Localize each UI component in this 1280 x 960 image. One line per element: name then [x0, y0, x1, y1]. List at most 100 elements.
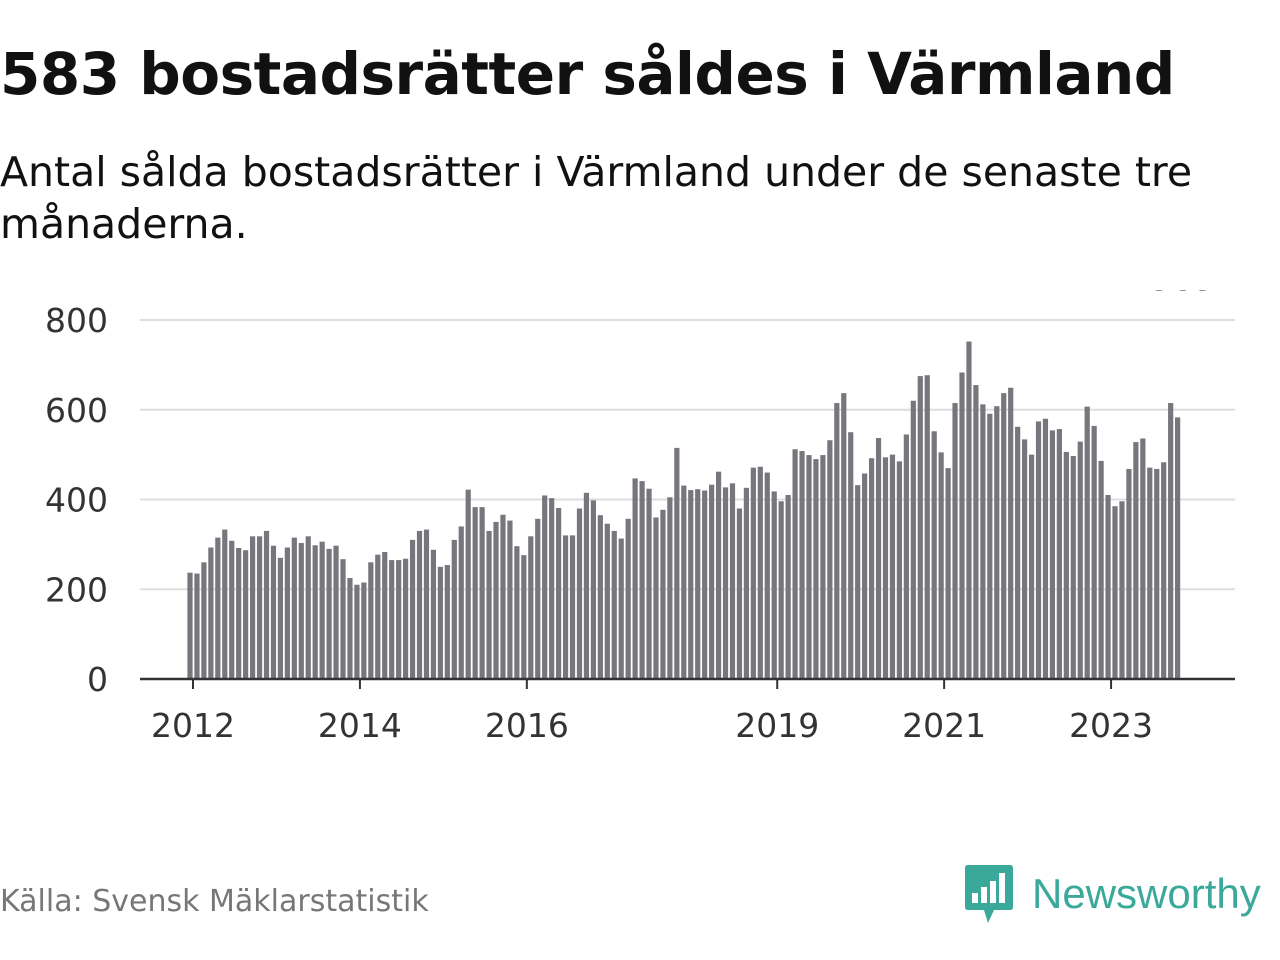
- x-tick-label: 2021: [902, 706, 986, 745]
- bar: [1008, 387, 1014, 679]
- bar: [799, 451, 805, 679]
- bar: [1035, 421, 1042, 679]
- bar: [479, 507, 485, 679]
- bar: [952, 403, 958, 679]
- bar: [653, 517, 659, 679]
- chart-title: 583 bostadsrätter såldes i Värmland: [0, 40, 1175, 108]
- bar: [1091, 425, 1097, 679]
- bar: [639, 481, 645, 679]
- bar: [597, 515, 603, 679]
- bar: [256, 536, 263, 679]
- bar: [319, 541, 325, 679]
- bar: [889, 454, 896, 680]
- bar: [326, 548, 332, 679]
- y-tick-label: 800: [45, 301, 108, 340]
- bar: [347, 578, 353, 679]
- bar: [632, 478, 638, 679]
- bar: [722, 487, 729, 679]
- bar: [834, 403, 840, 679]
- y-tick-label: 0: [87, 660, 108, 699]
- bar: [333, 545, 339, 679]
- bar: [215, 537, 221, 679]
- bar: [312, 545, 318, 679]
- bar: [1077, 441, 1083, 679]
- x-tick-label: 2016: [485, 706, 569, 745]
- bar: [500, 514, 506, 679]
- bar: [354, 584, 360, 679]
- bar: [813, 459, 819, 679]
- bar: [187, 572, 193, 679]
- bar: [1015, 426, 1021, 679]
- bar: [549, 498, 555, 679]
- bar: [361, 582, 367, 679]
- bar-chart: 0 200 400 600 800 2012 2014 2016 2019 2021 2023 583: [45, 290, 1235, 745]
- bar: [465, 489, 471, 679]
- bar: [1175, 417, 1181, 679]
- bar: [681, 485, 687, 679]
- bar: [1126, 468, 1132, 679]
- bar: [820, 455, 826, 679]
- bar: [451, 539, 457, 679]
- bar: [562, 535, 569, 679]
- bar: [444, 565, 450, 679]
- bar: [750, 467, 756, 679]
- bar: [437, 566, 443, 679]
- bar: [472, 507, 478, 679]
- bar: [1105, 495, 1111, 679]
- bar: [514, 546, 520, 679]
- bar: [736, 508, 743, 679]
- bar: [688, 490, 694, 679]
- bar: [1098, 460, 1104, 679]
- bar: [667, 497, 673, 679]
- bar: [848, 432, 854, 679]
- bar: [298, 543, 304, 679]
- y-tick-label: 200: [45, 570, 108, 609]
- bar: [806, 455, 812, 679]
- bar: [277, 557, 284, 679]
- bar: [1063, 451, 1069, 679]
- bar: [604, 523, 610, 679]
- data-label-latest: 583: [1150, 290, 1215, 299]
- bar: [695, 489, 701, 679]
- bar: [980, 404, 986, 679]
- bar: [945, 468, 951, 679]
- bar: [396, 560, 402, 679]
- bar: [1147, 467, 1153, 679]
- bar: [236, 547, 242, 679]
- bar: [1154, 468, 1160, 679]
- bar: [403, 558, 409, 679]
- bar: [771, 491, 777, 679]
- bar: [743, 487, 749, 679]
- bar: [1168, 403, 1174, 679]
- bar: [841, 393, 847, 679]
- bar: [1133, 442, 1139, 679]
- newsworthy-logo: Newsworthy: [964, 864, 1261, 924]
- bar: [611, 530, 617, 679]
- bar: [375, 554, 381, 679]
- bar: [416, 530, 423, 679]
- bar: [284, 547, 290, 679]
- bar: [868, 458, 875, 679]
- bar: [409, 539, 416, 679]
- bar: [1140, 438, 1146, 679]
- bar: [709, 484, 715, 679]
- bar: [674, 447, 680, 679]
- bar: [875, 438, 882, 679]
- bar: [528, 536, 534, 679]
- bar: [423, 529, 430, 679]
- bar: [715, 471, 722, 679]
- bar: [222, 529, 228, 679]
- y-tick-label: 600: [45, 391, 108, 430]
- bar: [430, 549, 437, 679]
- bar: [1084, 406, 1090, 679]
- x-tick-label: 2019: [735, 706, 819, 745]
- bar: [785, 495, 791, 679]
- bar: [862, 473, 868, 679]
- bar: [757, 466, 763, 679]
- y-tick-label: 400: [45, 481, 108, 520]
- bar: [827, 440, 833, 679]
- bar: [938, 452, 944, 679]
- logo-text: Newsworthy: [1032, 870, 1261, 917]
- bar: [917, 376, 923, 679]
- bar: [208, 547, 214, 679]
